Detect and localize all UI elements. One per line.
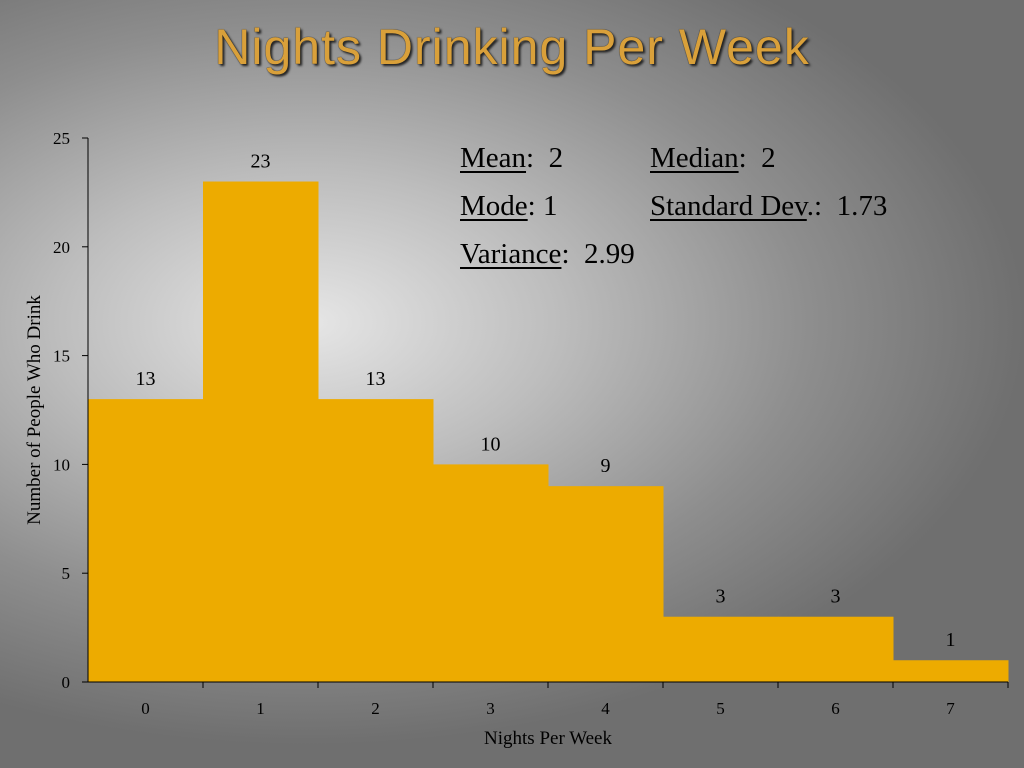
bar-1 xyxy=(203,181,319,682)
data-label-7: 1 xyxy=(946,629,956,651)
x-tick-label-4: 4 xyxy=(601,699,610,718)
x-tick-label-0: 0 xyxy=(141,699,150,718)
stat-std-dev: Standard Dev.: 1.73 xyxy=(650,182,887,230)
x-tick-label-1: 1 xyxy=(256,699,265,718)
stat-std-dev-label: Standard Dev xyxy=(650,190,807,222)
stat-variance-label: Variance xyxy=(460,238,562,270)
stat-variance: Variance: 2.99 xyxy=(460,230,635,278)
bar-2 xyxy=(318,399,434,682)
y-tick-label-5: 5 xyxy=(62,564,71,583)
stat-mean: Mean: 2 xyxy=(460,134,563,182)
stat-median: Median: 2 xyxy=(650,134,776,182)
y-tick-label-10: 10 xyxy=(53,455,70,474)
bar-4 xyxy=(548,486,664,682)
y-tick-label-0: 0 xyxy=(62,673,71,692)
data-label-2: 13 xyxy=(366,368,386,390)
stat-mode-label: Mode xyxy=(460,190,528,222)
data-label-1: 23 xyxy=(251,151,271,173)
stat-median-value: 2 xyxy=(761,142,776,174)
stat-std-dev-sep: .: xyxy=(806,190,837,222)
y-axis-title: Number of People Who Drink xyxy=(24,295,45,525)
x-tick-label-7: 7 xyxy=(946,699,955,718)
bar-7 xyxy=(893,660,1009,682)
stat-mode: Mode: 1 xyxy=(460,182,557,230)
bar-5 xyxy=(663,616,779,682)
stat-mean-sep: : xyxy=(526,142,549,174)
x-tick-label-3: 3 xyxy=(486,699,495,718)
stat-median-label: Median xyxy=(650,142,739,174)
stat-variance-sep: : xyxy=(561,238,584,270)
y-tick-label-25: 25 xyxy=(53,129,70,148)
stat-mean-value: 2 xyxy=(548,142,564,174)
bar-0 xyxy=(88,399,204,682)
data-label-3: 10 xyxy=(481,433,501,455)
stat-mode-value: 1 xyxy=(542,190,558,222)
slide-title: Nights Drinking Per Week xyxy=(214,19,810,75)
x-tick-label-6: 6 xyxy=(831,699,840,718)
stat-mode-sep: : xyxy=(527,190,543,222)
data-label-5: 3 xyxy=(716,586,726,608)
bar-6 xyxy=(778,616,894,682)
y-tick-label-20: 20 xyxy=(53,238,70,257)
stat-mean-label: Mean xyxy=(460,142,527,174)
x-axis-title: Nights Per Week xyxy=(484,728,612,749)
x-tick-label-5: 5 xyxy=(716,699,725,718)
stat-median-sep: : xyxy=(738,142,762,174)
y-tick-label-15: 15 xyxy=(53,347,70,366)
bar-3 xyxy=(433,464,549,682)
stat-variance-value: 2.99 xyxy=(584,238,635,270)
data-label-0: 13 xyxy=(136,368,156,390)
data-label-6: 3 xyxy=(831,586,841,608)
x-tick-label-2: 2 xyxy=(371,699,380,718)
data-label-4: 9 xyxy=(601,455,611,477)
stat-std-dev-value: 1.73 xyxy=(836,190,888,222)
